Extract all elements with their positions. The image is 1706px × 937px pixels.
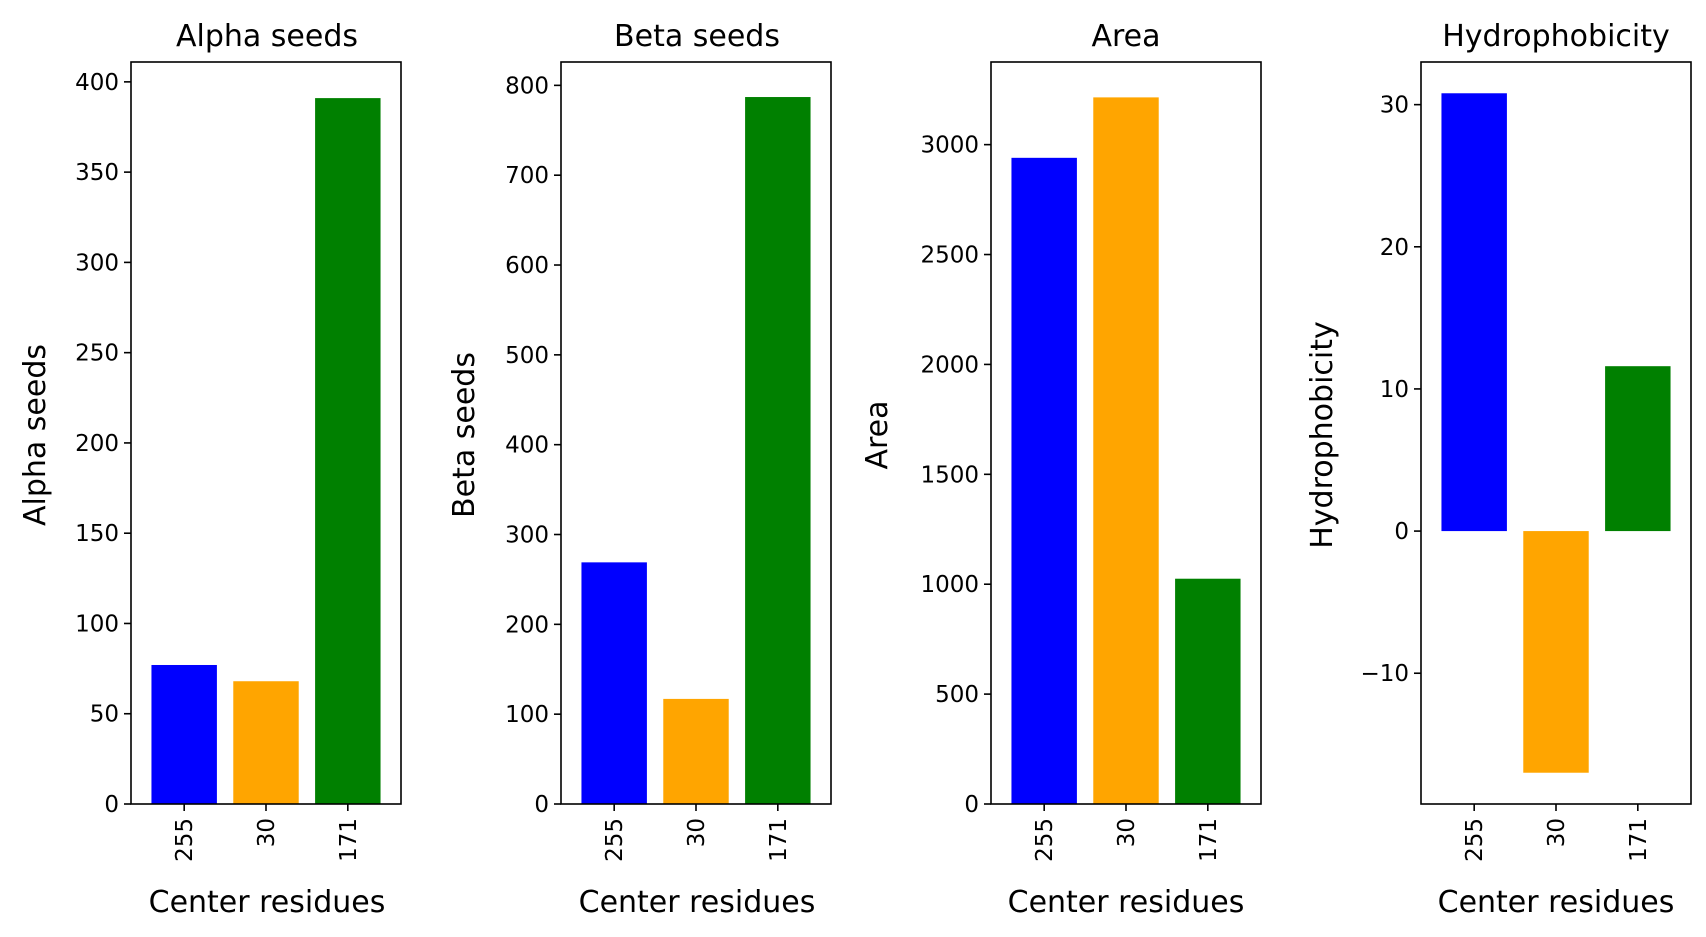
- x-tick-label: 171: [336, 818, 362, 862]
- plot-area: 0 500 1000 1500 2000 2500 3000 255 30 171: [920, 61, 1262, 862]
- bar-255: [581, 562, 647, 804]
- x-tick-label: 255: [1032, 818, 1058, 862]
- x-tick-label: 255: [172, 818, 198, 862]
- x-tick-label: 30: [1544, 818, 1570, 847]
- y-tick-label: −10: [1360, 661, 1409, 687]
- y-axis-label: Beta seeds: [447, 352, 482, 518]
- y-tick-label: 0: [534, 792, 549, 818]
- bar-30: [233, 681, 299, 804]
- y-tick-label: 600: [505, 253, 549, 279]
- y-tick-label: 800: [505, 73, 549, 99]
- y-tick-label: 250: [75, 341, 119, 367]
- x-tick-label: 30: [1114, 818, 1140, 847]
- bar-255: [1441, 93, 1507, 532]
- y-tick-label: 200: [75, 431, 119, 457]
- plot-area: 0 50 100 150 200 250 300 350 400 255 30 171: [75, 61, 402, 862]
- y-tick-label: 10: [1380, 377, 1409, 403]
- chart-title: Area: [1091, 19, 1160, 54]
- y-tick-label: 3000: [920, 133, 979, 159]
- axes-frame: [130, 61, 402, 805]
- x-axis-label: Center residues: [1438, 885, 1675, 920]
- chart-panel-hydrophobicity: Hydrophobicity Hydrophobicity Center res…: [1305, 19, 1692, 920]
- y-tick-label: 1000: [920, 572, 979, 598]
- y-tick-label: 300: [505, 523, 549, 549]
- bar-171: [745, 97, 811, 805]
- plot-area: −10 0 10 20 30 255 30 171: [1360, 61, 1692, 862]
- y-tick-label: 400: [75, 70, 119, 96]
- y-axis-label: Area: [860, 400, 895, 469]
- y-tick-label: 30: [1380, 93, 1409, 119]
- y-axis-label: Alpha seeds: [18, 344, 53, 526]
- x-tick-label: 255: [602, 818, 628, 862]
- y-axis-label: Hydrophobicity: [1305, 321, 1340, 549]
- chart-panel-alpha-seeds: Alpha seeds Alpha seeds Center residues …: [18, 19, 402, 920]
- y-tick-label: 300: [75, 250, 119, 276]
- y-tick-label: 100: [505, 702, 549, 728]
- bar-171: [1175, 578, 1241, 804]
- y-tick-label: 2000: [920, 352, 979, 378]
- plot-area: 0 100 200 300 400 500 600 700 800 255 30 171: [505, 61, 832, 862]
- y-tick-label: 200: [505, 612, 549, 638]
- bar-30: [1523, 531, 1589, 773]
- y-tick-label: 0: [1394, 519, 1409, 545]
- y-tick-label: 0: [104, 792, 119, 818]
- axes-frame: [990, 61, 1262, 805]
- chart-title: Beta seeds: [614, 19, 780, 54]
- axes-frame: [1420, 61, 1692, 805]
- x-tick-label: 171: [1196, 818, 1222, 862]
- axes-frame: [560, 61, 832, 805]
- bar-30: [663, 698, 729, 804]
- x-tick-label: 171: [766, 818, 792, 862]
- chart-title: Alpha seeds: [176, 19, 358, 54]
- y-tick-label: 350: [75, 160, 119, 186]
- x-tick-label: 171: [1626, 818, 1652, 862]
- bar-30: [1093, 97, 1159, 804]
- chart-panel-area: Area Area Center residues 0 500 1000 1500 20…: [860, 19, 1262, 920]
- y-tick-label: 500: [505, 343, 549, 369]
- y-tick-label: 100: [75, 611, 119, 637]
- x-tick-label: 30: [254, 818, 280, 847]
- y-tick-label: 400: [505, 433, 549, 459]
- bar-255: [151, 664, 217, 804]
- bar-255: [1011, 157, 1077, 804]
- bar-171: [315, 98, 381, 804]
- x-axis-label: Center residues: [579, 885, 816, 920]
- x-axis-label: Center residues: [1008, 885, 1245, 920]
- y-tick-label: 150: [75, 521, 119, 547]
- x-tick-label: 30: [684, 818, 710, 847]
- x-axis-label: Center residues: [149, 885, 386, 920]
- y-tick-label: 0: [964, 792, 979, 818]
- y-tick-label: 500: [935, 682, 979, 708]
- y-tick-label: 20: [1380, 235, 1409, 261]
- y-tick-label: 50: [90, 702, 119, 728]
- y-tick-label: 700: [505, 163, 549, 189]
- chart-title: Hydrophobicity: [1442, 19, 1670, 54]
- x-tick-label: 255: [1462, 818, 1488, 862]
- chart-panel-beta-seeds: Beta seeds Beta seeds Center residues 0 1…: [447, 19, 832, 920]
- y-tick-label: 2500: [920, 243, 979, 269]
- y-tick-label: 1500: [920, 462, 979, 488]
- bar-171: [1605, 366, 1671, 532]
